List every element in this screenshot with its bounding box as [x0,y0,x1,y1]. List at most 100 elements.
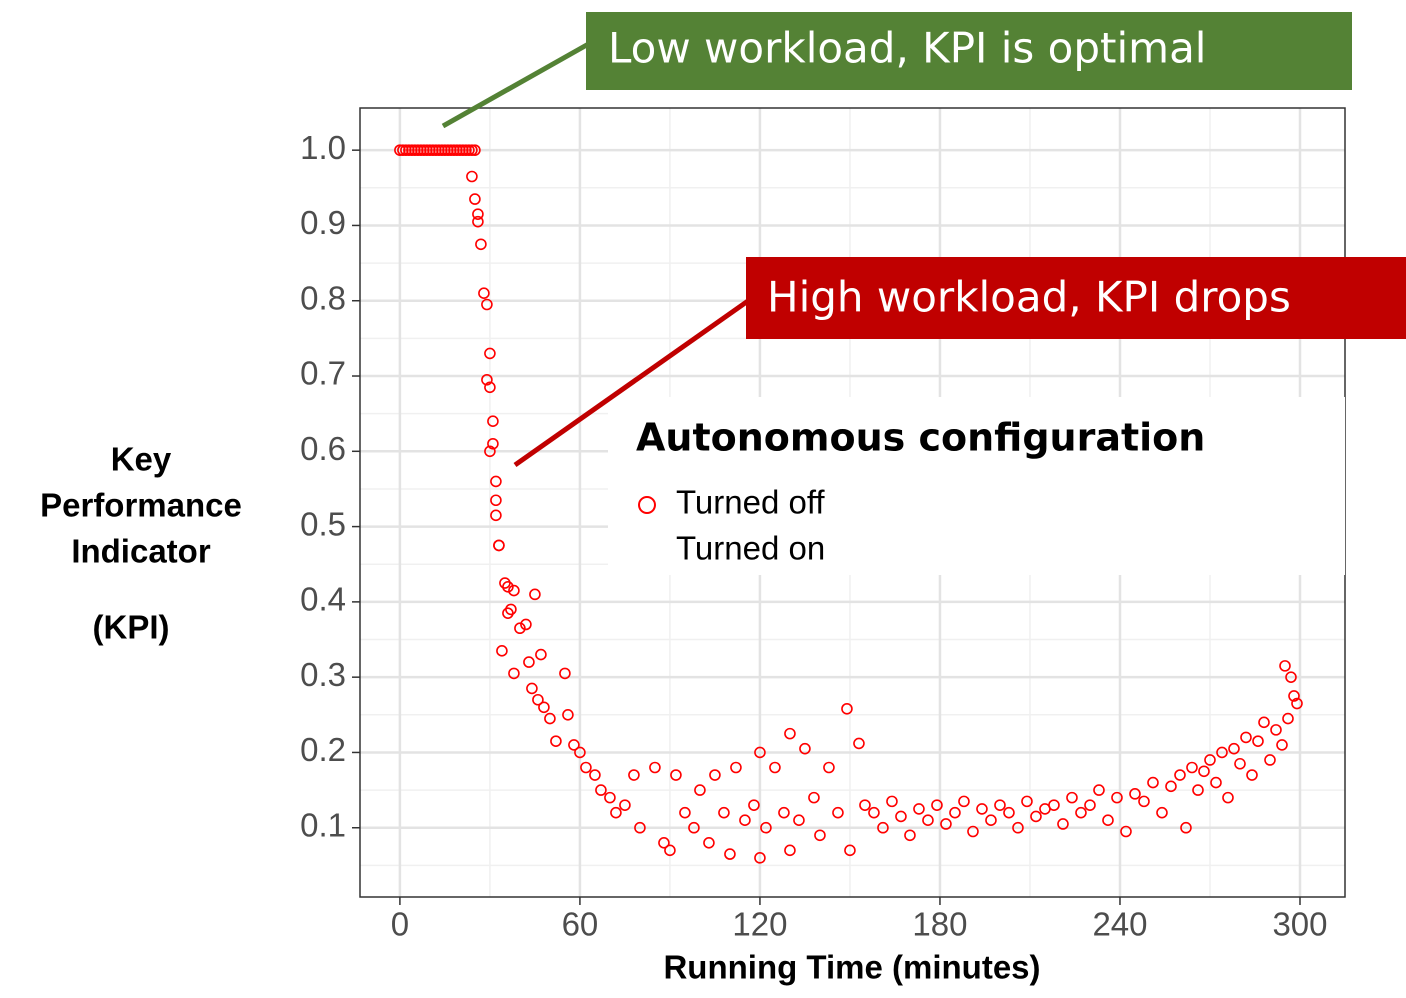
point [1138,795,1150,808]
point [1084,799,1096,811]
point [670,769,682,781]
point [730,761,742,774]
point [1003,806,1015,819]
point [1228,742,1240,755]
point [1111,791,1123,804]
point [931,799,943,811]
point [694,784,706,796]
point [589,769,601,781]
point [1234,757,1246,770]
point [493,539,505,552]
point [799,742,811,755]
point [853,737,865,750]
point [658,836,670,849]
point [1186,761,1198,774]
point [922,814,934,827]
point [466,144,478,156]
point [976,803,988,815]
point [469,193,481,205]
point [535,648,547,661]
y-tick-label: 0.9 [300,204,346,241]
point [1204,754,1216,766]
y-axis-title: Performance [40,487,242,524]
point [754,746,766,759]
point [445,144,457,156]
point [460,144,472,156]
point [913,803,925,815]
y-tick-label: 0.1 [300,806,346,843]
point [496,645,508,657]
point [877,821,889,834]
point [466,170,478,183]
legend-title: Autonomous configuration [636,416,1205,460]
point [463,144,475,156]
point [1279,660,1291,672]
x-tick-label: 120 [732,906,787,943]
point [886,795,898,808]
point [1288,690,1300,702]
y-tick-label: 1.0 [300,129,346,166]
point [544,712,556,725]
annotation-box [586,12,1352,90]
point [559,667,571,680]
point [1147,776,1159,789]
x-tick-label: 60 [562,906,599,943]
point [508,667,520,680]
point [868,806,880,819]
point [1291,697,1303,710]
point [1180,821,1192,834]
point [748,799,760,811]
point [520,618,532,631]
legend: Turned off Turned on [638,484,825,567]
legend-marker [638,496,656,514]
point [1129,788,1141,800]
point [469,144,481,156]
point [958,795,970,808]
point [523,656,535,668]
point [433,144,445,156]
point [568,739,580,751]
point [1264,754,1276,766]
point [484,445,496,458]
point [1285,671,1297,683]
point [481,373,493,386]
point [484,347,496,360]
point [484,381,496,394]
point [814,829,826,842]
point [1240,731,1252,744]
point [403,144,415,156]
point [1030,810,1042,823]
x-tick-label: 0 [391,906,409,943]
point [1246,769,1258,781]
point [844,844,856,857]
point [784,727,796,740]
y-axis-title: Key [111,441,172,478]
y-tick-label: 0.8 [300,279,346,316]
point [436,144,448,156]
point [841,702,853,715]
point [424,144,436,156]
point [769,761,781,774]
point [724,848,736,860]
point [688,821,700,834]
point [490,475,502,488]
point [718,806,730,819]
point [397,144,409,156]
point [529,588,541,601]
point [679,806,691,819]
point [439,144,451,156]
point [415,144,427,156]
point [1198,765,1210,778]
y-tick-label: 0.6 [300,430,346,467]
point [1282,712,1294,725]
y-tick-label: 0.5 [300,505,346,542]
point [784,844,796,857]
point [760,821,772,834]
point [1258,716,1270,729]
y-tick-label: 0.7 [300,355,346,392]
x-tick-label: 180 [912,906,967,943]
point [595,784,607,796]
point [949,806,961,819]
point [1102,814,1114,827]
